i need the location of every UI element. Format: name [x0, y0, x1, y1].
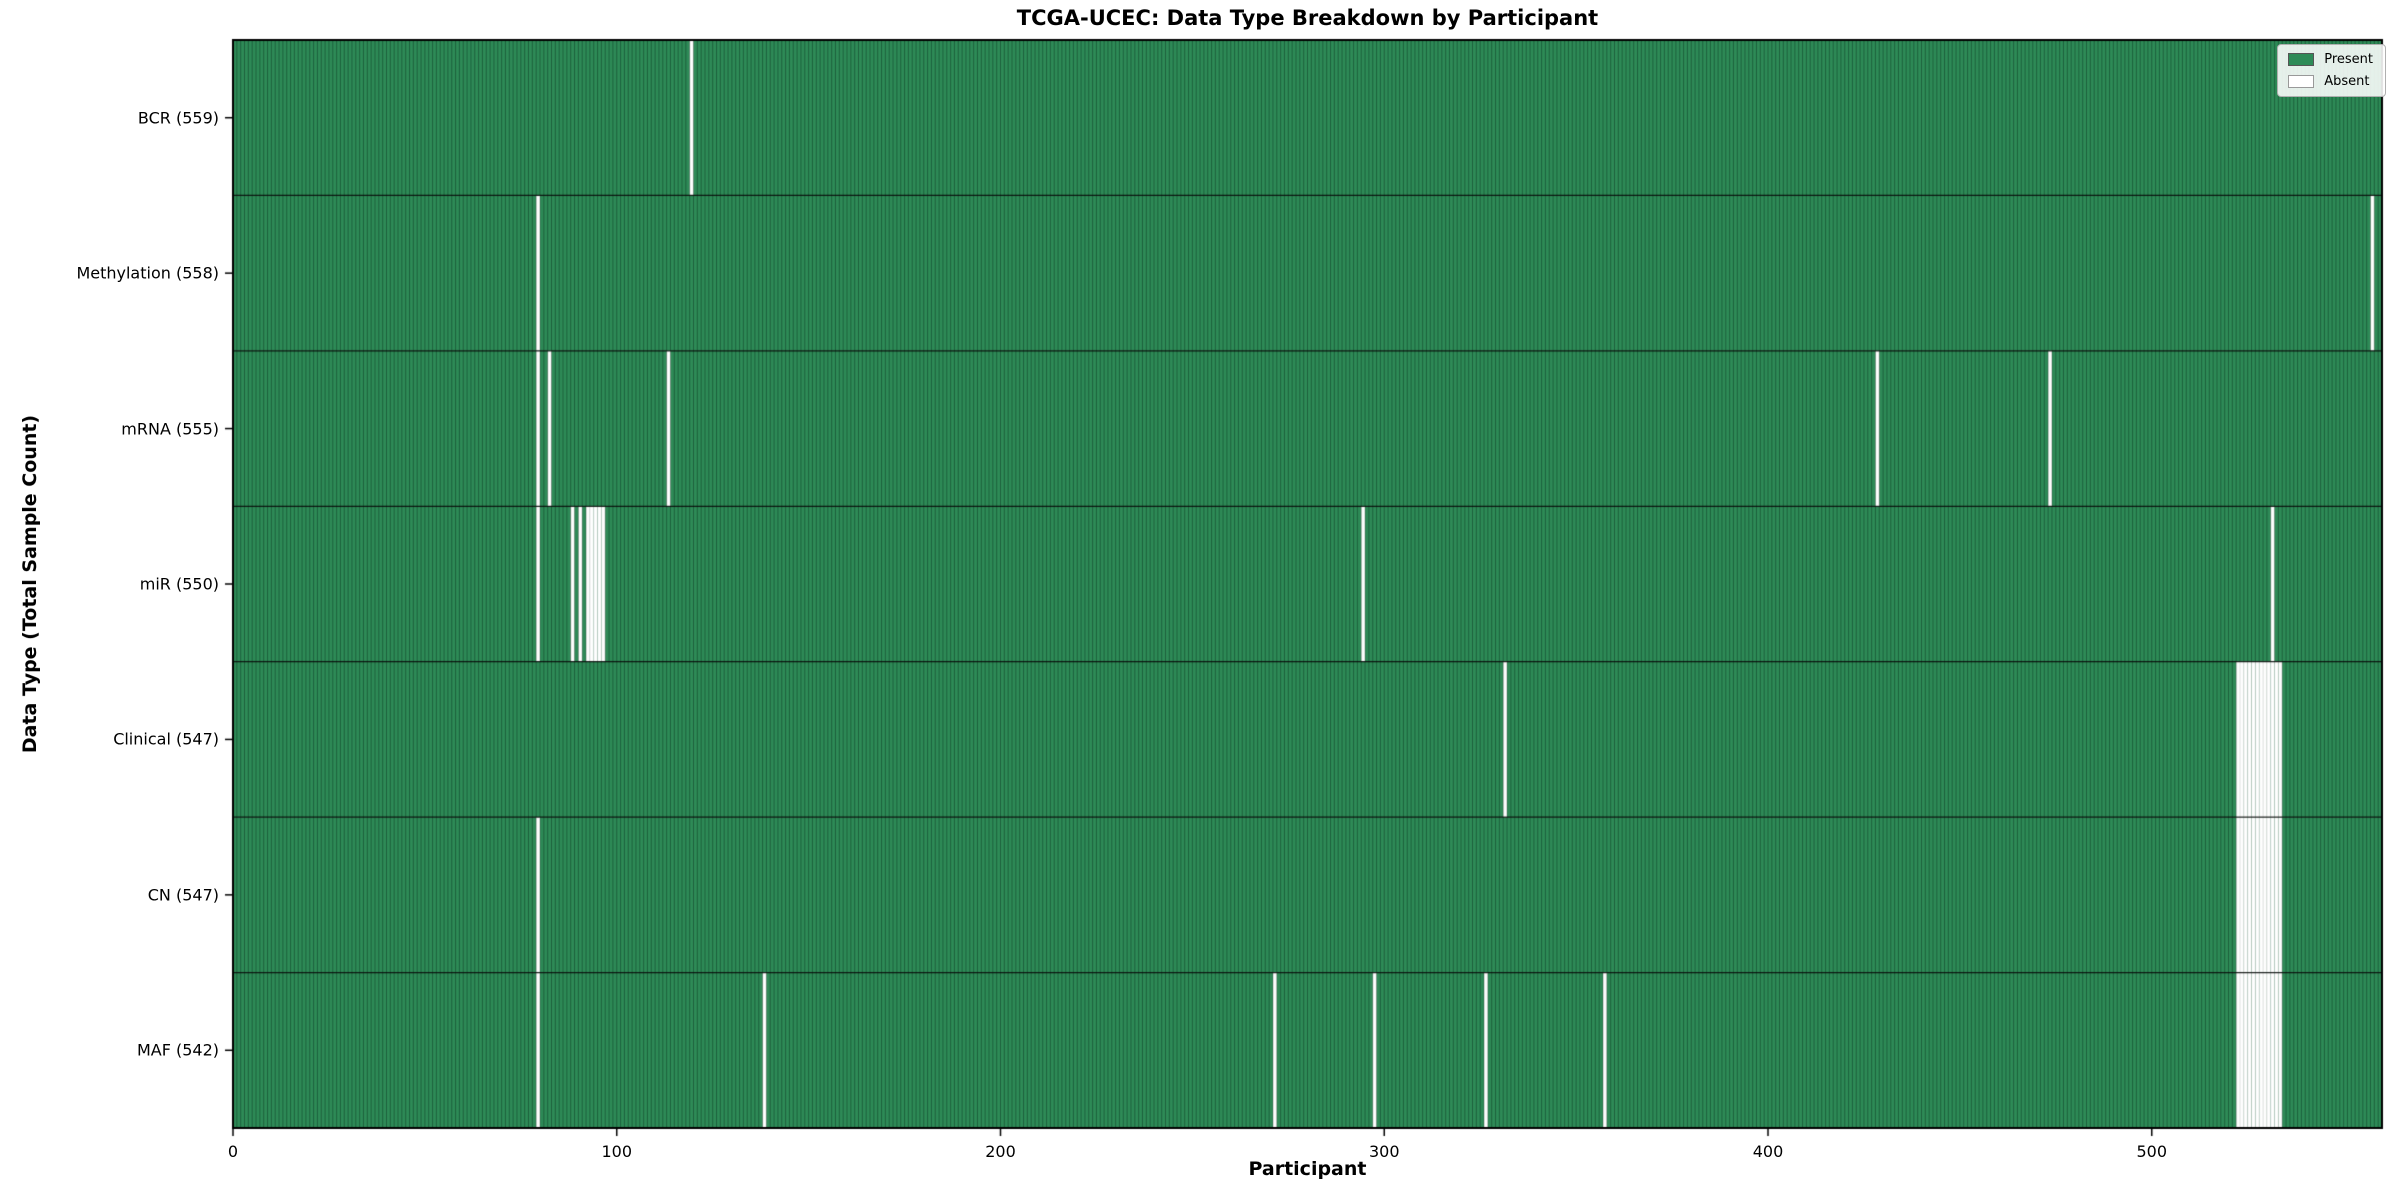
y-tick-label: CN (547)	[147, 885, 219, 905]
x-tick-label: 300	[1368, 1142, 1400, 1161]
y-tick-label: mRNA (555)	[121, 419, 219, 439]
x-axis-label: Participant	[1248, 1158, 1367, 1180]
x-tick-label: 400	[1752, 1142, 1784, 1161]
x-tick-label: 100	[601, 1142, 633, 1161]
y-tick-label: BCR (559)	[137, 108, 219, 128]
y-tick-label: Methylation (558)	[76, 263, 219, 283]
y-tick-label: MAF (542)	[136, 1040, 219, 1060]
x-tick-label: 500	[2136, 1142, 2168, 1161]
y-tick-label: Clinical (547)	[113, 729, 219, 749]
page-title: TCGA-UCEC: Data Type Breakdown by Partic…	[1016, 6, 1599, 30]
y-tick-label: miR (550)	[139, 574, 219, 594]
x-tick-label: 200	[985, 1142, 1016, 1161]
legend-entry-present: Present	[2288, 52, 2373, 67]
legend-label-present: Present	[2324, 52, 2373, 67]
x-tick-label: 0	[227, 1142, 239, 1161]
present-swatch	[2288, 53, 2315, 66]
legend-entry-absent: Absent	[2288, 74, 2373, 89]
legend-label-absent: Absent	[2324, 74, 2370, 89]
absent-swatch	[2288, 75, 2315, 88]
legend: Present Absent	[2277, 44, 2386, 97]
y-axis-label: Data Type (Total Sample Count)	[19, 414, 41, 754]
